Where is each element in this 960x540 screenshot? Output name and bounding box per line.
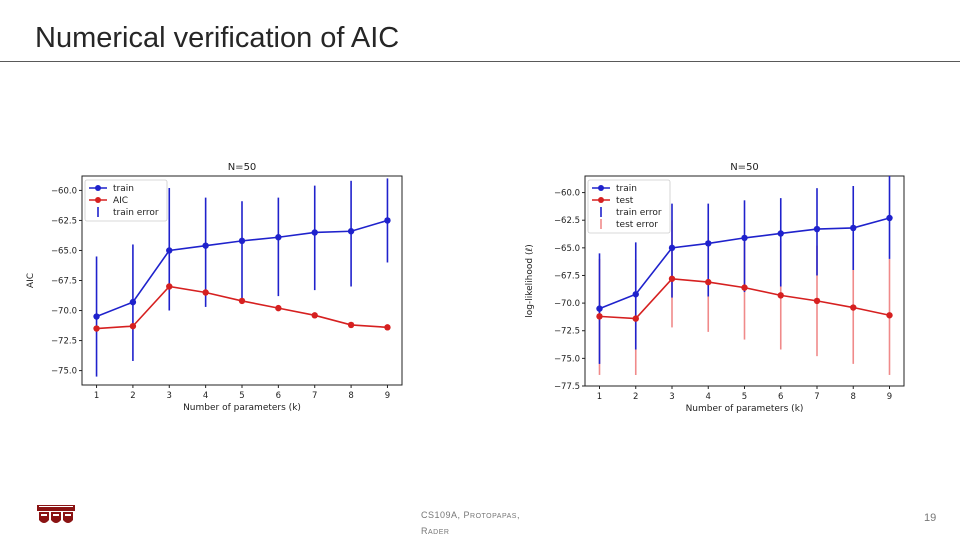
data-point <box>275 234 282 241</box>
data-point <box>238 237 246 245</box>
data-point <box>632 315 639 322</box>
data-point <box>741 234 748 242</box>
y-tick-label: −75.0 <box>554 354 580 364</box>
x-tick-label: 1 <box>94 391 99 401</box>
data-point <box>166 247 173 254</box>
y-tick-label: −65.0 <box>554 244 580 254</box>
x-tick-label: 6 <box>778 392 783 402</box>
legend-swatch-marker <box>95 185 101 191</box>
data-point <box>311 229 318 236</box>
x-tick-label: 9 <box>385 391 390 401</box>
data-point <box>129 322 137 330</box>
x-tick-label: 3 <box>167 391 172 401</box>
x-tick-label: 9 <box>887 392 892 402</box>
y-tick-label: −67.5 <box>554 271 580 281</box>
legend-box <box>84 179 168 222</box>
y-tick-label: −67.5 <box>51 277 77 287</box>
x-tick-label: 6 <box>276 391 281 401</box>
y-tick-label: −75.0 <box>51 367 77 377</box>
x-axis-label: Number of parameters (k) <box>183 403 301 413</box>
y-axis-label: AIC <box>26 273 36 288</box>
aic-chart: N=50 −60.0 −62.5 −65.0 −67.5 −70.0 −72.5 −75.0 1… <box>26 162 403 413</box>
y-tick-label: −60.0 <box>51 186 77 196</box>
data-point <box>202 289 209 296</box>
data-point <box>384 217 391 224</box>
data-point <box>93 313 100 320</box>
x-axis-label: Number of parameters (k) <box>686 404 804 414</box>
x-tick-label: 5 <box>742 392 747 402</box>
legend-swatch-marker <box>598 185 604 191</box>
legend-box <box>587 179 671 234</box>
slide-title: Numerical verification of AIC <box>35 22 400 54</box>
log-likelihood-chart: N=50 −60.0 −62.5 −65.0 −67.5 −70.0 −72.5 −75.0 −… <box>525 162 905 414</box>
data-point <box>777 292 784 299</box>
legend-swatch-marker <box>95 197 101 203</box>
data-point <box>166 283 173 290</box>
y-tick-label: −60.0 <box>554 189 580 199</box>
data-point <box>384 324 391 331</box>
data-point <box>93 325 100 332</box>
data-point <box>705 240 712 247</box>
university-shield-logo <box>37 505 75 523</box>
y-tick-label: −77.5 <box>554 382 580 392</box>
x-tick-label: 8 <box>851 392 856 402</box>
legend-label: test error <box>616 220 658 230</box>
x-tick-label: 4 <box>706 392 711 402</box>
data-point <box>813 297 821 305</box>
y-tick-label: −72.5 <box>554 327 580 337</box>
data-point <box>668 244 676 252</box>
x-tick-label: 3 <box>669 392 674 402</box>
data-point <box>668 275 676 282</box>
legend-label: train <box>113 184 134 194</box>
legend-label: train error <box>113 208 159 218</box>
x-tick-label: 7 <box>814 392 819 402</box>
data-point <box>850 224 857 232</box>
y-axis-label: log-likelihood (ℓ) <box>525 244 535 317</box>
page-number: 19 <box>924 512 937 524</box>
y-tick-label: −62.5 <box>51 216 77 226</box>
x-tick-label: 2 <box>130 391 135 401</box>
data-point <box>777 230 784 237</box>
data-point <box>886 214 893 222</box>
data-point <box>813 225 821 233</box>
y-tick-label: −72.5 <box>51 337 77 347</box>
chart-title: N=50 <box>228 162 257 173</box>
legend-label: train error <box>616 208 662 218</box>
y-tick-label: −62.5 <box>554 216 580 226</box>
data-point <box>238 297 246 305</box>
data-point <box>129 298 137 306</box>
data-point <box>275 304 282 312</box>
x-tick-label: 4 <box>203 391 208 401</box>
legend-label: train <box>616 184 637 194</box>
data-point <box>705 278 712 286</box>
x-tick-label: 7 <box>312 391 317 401</box>
title-divider <box>0 61 960 62</box>
data-point <box>347 321 355 329</box>
chart-title: N=50 <box>730 162 759 173</box>
data-point <box>596 313 603 320</box>
legend-swatch-marker <box>598 197 604 203</box>
x-tick-label: 2 <box>633 392 638 402</box>
data-point <box>202 242 209 249</box>
legend-label: test <box>616 196 634 206</box>
x-tick-label: 1 <box>597 392 602 402</box>
y-tick-label: −70.0 <box>554 299 580 309</box>
y-tick-label: −70.0 <box>51 307 77 317</box>
x-tick-label: 5 <box>239 391 244 401</box>
footer-credits: CS109A, PROTOPAPAS, RADER <box>421 510 520 536</box>
data-point <box>311 312 318 319</box>
data-point <box>632 291 639 298</box>
y-tick-label: −65.0 <box>51 246 77 256</box>
legend-label: AIC <box>113 196 128 206</box>
data-point <box>850 304 857 311</box>
data-point <box>741 284 748 291</box>
data-point <box>347 228 355 235</box>
data-point <box>886 312 893 319</box>
x-tick-label: 8 <box>348 391 353 401</box>
data-point <box>596 305 603 312</box>
